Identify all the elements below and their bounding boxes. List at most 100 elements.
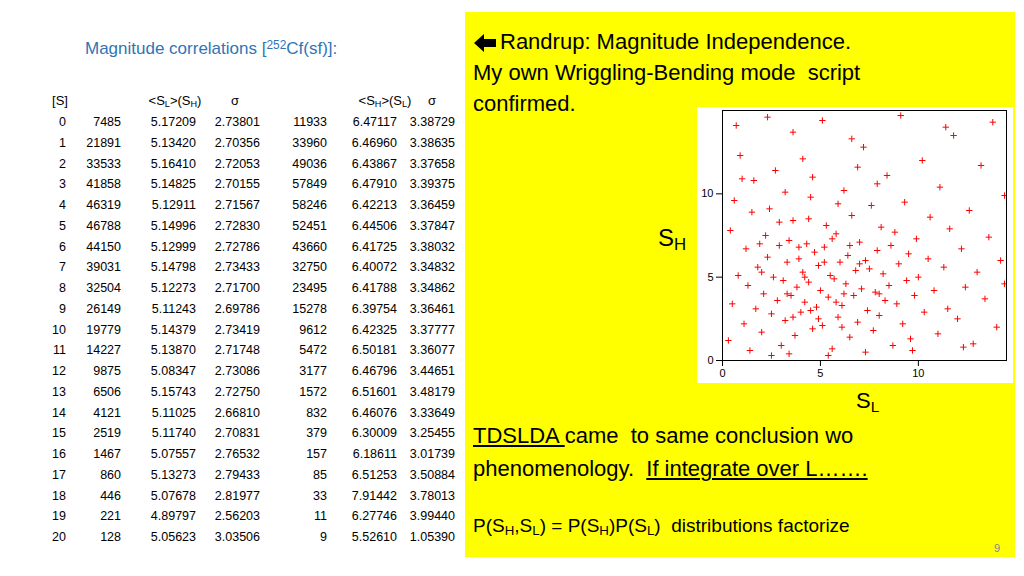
html-text:57849: 57849 <box>292 177 327 192</box>
html-text:2.69786: 2.69786 <box>214 301 260 316</box>
html-text:3.48179: 3.48179 <box>409 384 455 399</box>
html-text:3.34832: 3.34832 <box>409 260 455 275</box>
html-text:14227: 14227 <box>86 343 121 358</box>
html-text:6.51253: 6.51253 <box>351 467 397 482</box>
html-text:2.72750: 2.72750 <box>214 384 260 399</box>
html-text:15278: 15278 <box>292 301 327 316</box>
html-text:26149: 26149 <box>86 301 121 316</box>
html-text:3.36461: 3.36461 <box>409 301 455 316</box>
html-text:3.39375: 3.39375 <box>409 177 455 192</box>
svg-text:5: 5 <box>707 271 713 283</box>
html-text:SH: SH <box>658 224 687 255</box>
html-text:5.14825: 5.14825 <box>150 177 196 192</box>
html-text:41858: 41858 <box>86 177 121 192</box>
html-text:832: 832 <box>306 405 327 420</box>
html-text:21891: 21891 <box>86 135 121 150</box>
svg-text:5: 5 <box>817 367 823 379</box>
html-text:3.37847: 3.37847 <box>409 218 455 233</box>
html-text:2.70356: 2.70356 <box>214 135 260 150</box>
html-text:P(SH,SL) = P(SH)P(SL) distribu: P(SH,SL) = P(SH)P(SL) distributions fact… <box>473 515 850 539</box>
html-text:446: 446 <box>100 488 121 503</box>
html-text:6.46960: 6.46960 <box>351 135 397 150</box>
html-text:33960: 33960 <box>292 135 327 150</box>
svg-text:10: 10 <box>701 187 713 199</box>
html-text:32750: 32750 <box>292 260 327 275</box>
html-text:3.78013: 3.78013 <box>409 488 455 503</box>
html-text:Randrup: Magnitude Independenc: Randrup: Magnitude Independence. <box>500 29 851 54</box>
html-text:52451: 52451 <box>292 218 327 233</box>
html-text:5472: 5472 <box>299 343 327 358</box>
html-text:6.42325: 6.42325 <box>351 322 397 337</box>
html-text:6.30009: 6.30009 <box>351 426 397 441</box>
html-text:<SL>(SH): <SL>(SH) <box>148 93 202 110</box>
html-text:46788: 46788 <box>86 218 121 233</box>
html-text:860: 860 <box>100 467 121 482</box>
html-text:TDSLDA came to same conclusion: TDSLDA came to same conclusion wo <box>473 423 854 448</box>
html-text:6.47910: 6.47910 <box>351 177 397 192</box>
html-text:6.40072: 6.40072 <box>351 260 397 275</box>
html-text:2.79433: 2.79433 <box>214 467 260 482</box>
html-text:6.50181: 6.50181 <box>351 343 397 358</box>
html-text:5.13870: 5.13870 <box>150 343 196 358</box>
html-text:5.13420: 5.13420 <box>150 135 196 150</box>
html-text:6.44506: 6.44506 <box>351 218 397 233</box>
html-text:379: 379 <box>306 426 327 441</box>
html-text:6506: 6506 <box>93 384 121 399</box>
html-text:5.14996: 5.14996 <box>150 218 196 233</box>
html-text:2.70155: 2.70155 <box>214 177 260 192</box>
html-text:3.25455: 3.25455 <box>409 426 455 441</box>
html-text:1572: 1572 <box>299 384 327 399</box>
html-text:3.36077: 3.36077 <box>409 343 455 358</box>
html-text:5.07678: 5.07678 <box>150 488 196 503</box>
html-text:5.11025: 5.11025 <box>151 405 196 420</box>
html-text:3.37777: 3.37777 <box>409 322 455 337</box>
html-text:2.72053: 2.72053 <box>214 156 260 171</box>
html-text:5.13273: 5.13273 <box>150 467 196 482</box>
html-text:5.16410: 5.16410 <box>150 156 196 171</box>
html-text:SL: SL <box>856 388 880 415</box>
html-text:phenomenology. If integrate ov: phenomenology. If integrate over L……. <box>473 456 868 481</box>
html-text:43660: 43660 <box>292 239 327 254</box>
html-text:5.12999: 5.12999 <box>150 239 196 254</box>
html-text:6.41725: 6.41725 <box>351 239 397 254</box>
html-text:3.50884: 3.50884 <box>409 467 455 482</box>
html-text:5.15743: 5.15743 <box>150 384 196 399</box>
html-text:2.72786: 2.72786 <box>214 239 260 254</box>
html-text:3.37658: 3.37658 <box>409 156 455 171</box>
html-text:2.72830: 2.72830 <box>214 218 260 233</box>
html-text:6.39754: 6.39754 <box>351 301 397 316</box>
html-text:2.81977: 2.81977 <box>214 488 260 503</box>
html-text:Magnitude correlations [252Cf(: Magnitude correlations [252Cf(sf)]: <box>85 38 338 59</box>
html-text:2.66810: 2.66810 <box>214 405 260 420</box>
html-text:49036: 49036 <box>292 156 327 171</box>
html-text:2.73419: 2.73419 <box>214 322 260 337</box>
html-text:2519: 2519 <box>93 426 121 441</box>
html-text:[S]: [S] <box>52 93 68 108</box>
html-text:33533: 33533 <box>86 156 121 171</box>
html-text:9612: 9612 <box>299 322 327 337</box>
html-text:My own Wriggling-Bending mode: My own Wriggling-Bending mode script <box>473 60 861 85</box>
html-text:44150: 44150 <box>86 239 121 254</box>
html-text:4121: 4121 <box>93 405 121 420</box>
svg-text:0: 0 <box>707 354 713 366</box>
html-text:<SH>(SL): <SH>(SL) <box>358 93 412 110</box>
html-text:6.46076: 6.46076 <box>351 405 397 420</box>
html-text:7.91442: 7.91442 <box>351 488 397 503</box>
html-text:5.11243: 5.11243 <box>151 301 196 316</box>
html-text:confirmed.: confirmed. <box>473 91 576 116</box>
html-text:3.33649: 3.33649 <box>409 405 455 420</box>
html-text:2.70831: 2.70831 <box>214 426 260 441</box>
svg-text:10: 10 <box>912 367 924 379</box>
html-text:39031: 39031 <box>86 260 121 275</box>
html-text:5.11740: 5.11740 <box>151 426 196 441</box>
svg-text:0: 0 <box>719 367 725 379</box>
html-text:5.14798: 5.14798 <box>150 260 196 275</box>
html-text:19779: 19779 <box>86 322 121 337</box>
html-text:2.71748: 2.71748 <box>214 343 260 358</box>
html-text:2.73433: 2.73433 <box>214 260 260 275</box>
html-text:3.38032: 3.38032 <box>409 239 455 254</box>
html-text:5.14379: 5.14379 <box>150 322 196 337</box>
html-text:6.43867: 6.43867 <box>351 156 397 171</box>
html-text:6.51601: 6.51601 <box>351 384 397 399</box>
html-text:3.38635: 3.38635 <box>409 135 455 150</box>
